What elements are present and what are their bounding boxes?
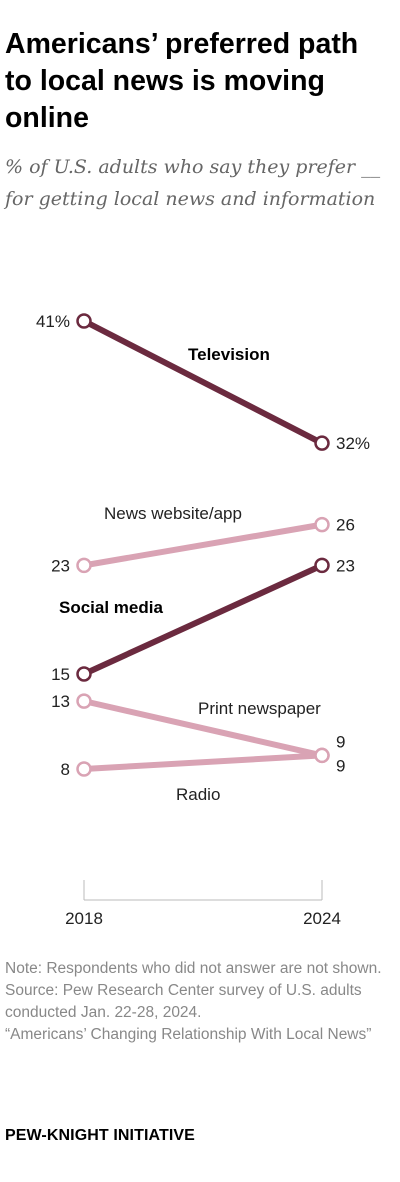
data-label-television-2024: 32% <box>336 434 370 453</box>
series-line-television <box>81 318 325 447</box>
point-television-2024 <box>314 435 330 451</box>
series-label-radio: Radio <box>176 785 220 804</box>
series-label-news-website-app: News website/app <box>104 504 242 523</box>
point-radio-2024 <box>314 747 330 764</box>
series-line-social-media <box>81 562 325 677</box>
chart-subtitle: % of U.S. adults who say they prefer __ … <box>5 156 381 210</box>
series-line-print-newspaper <box>81 698 325 759</box>
data-label-television-2018: 41% <box>36 312 70 331</box>
data-label-print-newspaper-2024: 9 <box>336 732 345 751</box>
series-label-television: Television <box>188 345 270 364</box>
note-text: Note: Respondents who did not answer are… <box>5 960 382 977</box>
chart-notes: Note: Respondents who did not answer are… <box>5 958 395 1046</box>
data-label-radio-2024: 9 <box>336 756 345 775</box>
data-label-radio-2018: 8 <box>61 760 70 779</box>
point-television-2018 <box>76 313 92 329</box>
series-label-print-newspaper: Print newspaper <box>198 699 321 718</box>
point-social-media-2024 <box>314 557 330 574</box>
point-print-newspaper-2018 <box>76 693 92 709</box>
x-tick-label-2018: 2018 <box>65 909 103 928</box>
series-line-radio <box>81 752 325 772</box>
data-label-social-media-2024: 23 <box>336 556 355 575</box>
point-news-website-app-2024 <box>314 516 330 533</box>
data-label-print-newspaper-2018: 13 <box>51 692 70 711</box>
source-text: Source: Pew Research Center survey of U.… <box>5 982 362 1021</box>
x-tick-label-2024: 2024 <box>303 909 341 928</box>
point-news-website-app-2018 <box>76 557 92 574</box>
data-label-news-website-app-2024: 26 <box>336 516 355 535</box>
point-social-media-2018 <box>76 666 92 682</box>
brand-logo-text: PEW-KNIGHT INITIATIVE <box>5 1127 195 1144</box>
chart-title: Americans’ preferred path to local news … <box>5 28 359 134</box>
series-label-social-media: Social media <box>59 598 163 617</box>
report-title: “Americans’ Changing Relationship With L… <box>5 1026 372 1043</box>
series-line-news-website-app <box>81 521 325 569</box>
data-label-news-website-app-2018: 23 <box>51 556 70 575</box>
point-radio-2018 <box>76 761 92 777</box>
slope-chart: 2018 2024 41% 32% Television 23 26 News websit… <box>36 312 370 928</box>
data-label-social-media-2018: 15 <box>51 665 70 684</box>
